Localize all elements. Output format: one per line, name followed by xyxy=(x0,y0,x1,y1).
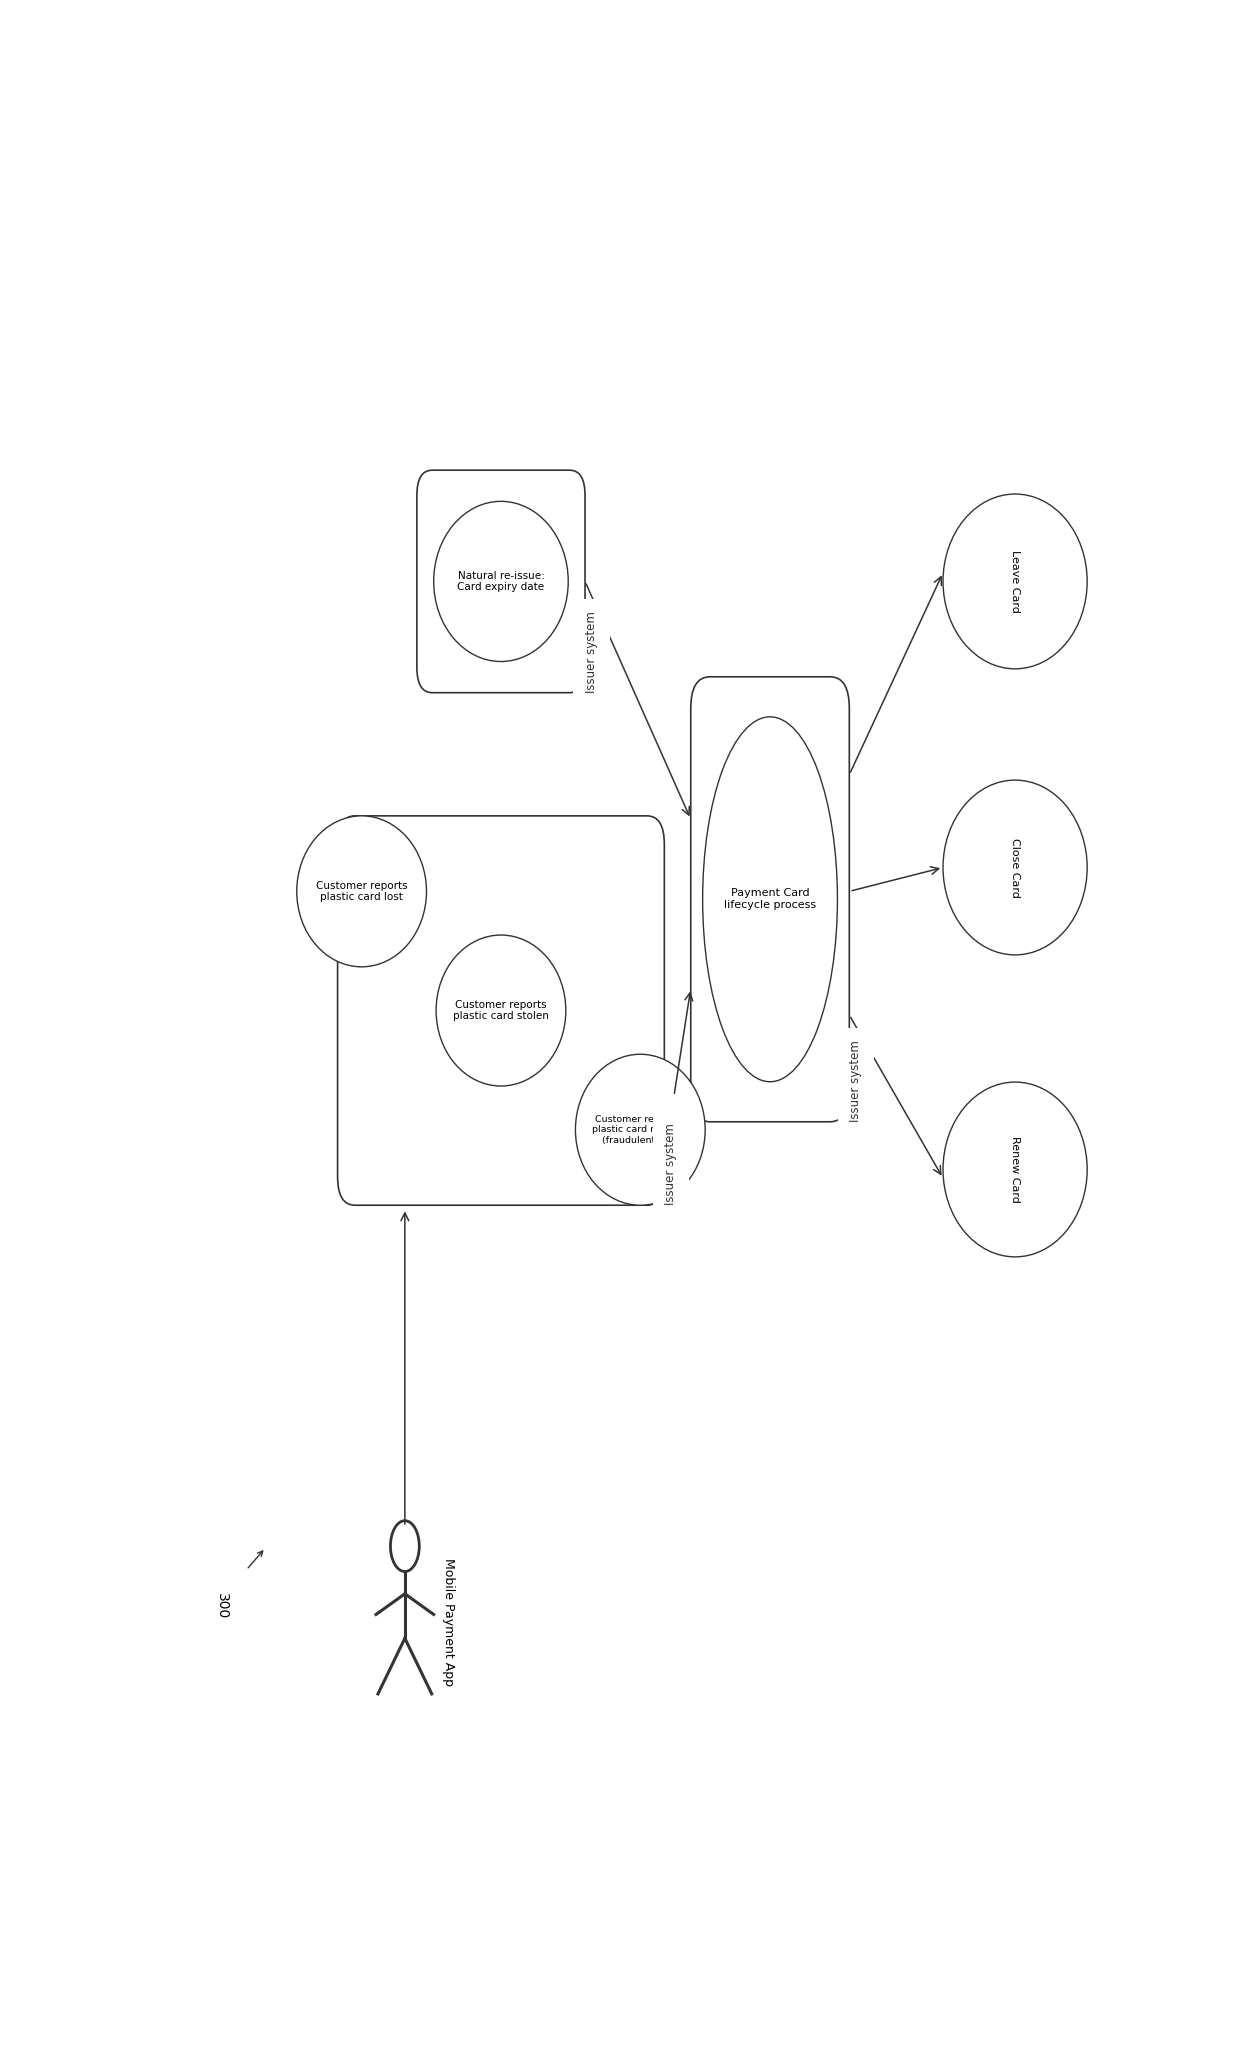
Text: Natural re-issue:
Card expiry date: Natural re-issue: Card expiry date xyxy=(458,570,544,592)
Text: Close Card: Close Card xyxy=(1011,838,1021,898)
Text: Leave Card: Leave Card xyxy=(1011,549,1021,613)
Ellipse shape xyxy=(296,815,427,966)
FancyBboxPatch shape xyxy=(337,815,665,1205)
Text: Customer requests
plastic card re-issue
(fraudulent use): Customer requests plastic card re-issue … xyxy=(593,1115,688,1146)
Text: Customer reports
plastic card stolen: Customer reports plastic card stolen xyxy=(453,999,549,1022)
Text: Issuer system: Issuer system xyxy=(849,1040,862,1123)
Ellipse shape xyxy=(942,493,1087,669)
Text: Customer reports
plastic card lost: Customer reports plastic card lost xyxy=(316,881,408,902)
Text: Issuer system: Issuer system xyxy=(665,1123,677,1205)
Text: Mobile Payment App: Mobile Payment App xyxy=(441,1558,455,1686)
Text: Issuer system: Issuer system xyxy=(585,611,598,694)
Ellipse shape xyxy=(942,780,1087,956)
Ellipse shape xyxy=(703,716,837,1082)
FancyBboxPatch shape xyxy=(691,677,849,1123)
Text: Payment Card
lifecycle process: Payment Card lifecycle process xyxy=(724,888,816,910)
Ellipse shape xyxy=(942,1082,1087,1257)
Text: Renew Card: Renew Card xyxy=(1011,1135,1021,1203)
Text: 300: 300 xyxy=(216,1593,229,1620)
Ellipse shape xyxy=(575,1055,706,1205)
Ellipse shape xyxy=(434,502,568,663)
FancyBboxPatch shape xyxy=(417,471,585,694)
Ellipse shape xyxy=(436,935,565,1086)
